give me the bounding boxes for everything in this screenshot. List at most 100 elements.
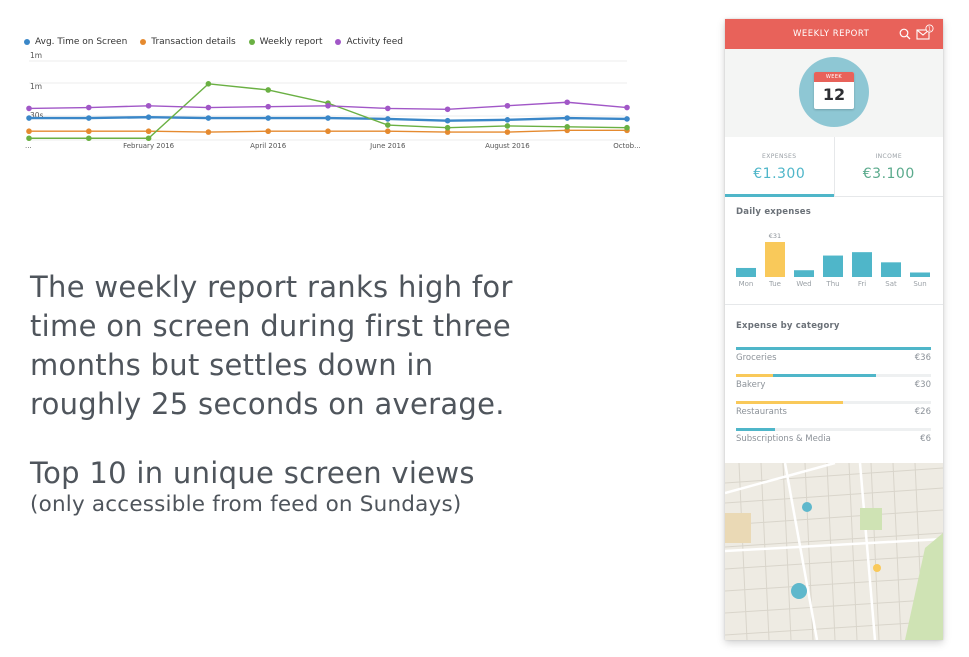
y-tick-label: 1m	[30, 51, 42, 60]
data-point[interactable]	[504, 117, 511, 123]
daily-bar[interactable]	[765, 242, 785, 277]
legend-label: Weekly report	[259, 37, 323, 47]
views-title: Top 10 in unique screen views	[30, 456, 475, 490]
data-point[interactable]	[504, 102, 511, 109]
plaza-area	[725, 513, 751, 543]
legend-item-weekly-report[interactable]: Weekly report	[248, 37, 323, 47]
category-name: Subscriptions & Media	[736, 434, 831, 444]
day-label: Sun	[913, 280, 926, 288]
data-point[interactable]	[265, 115, 272, 121]
data-point[interactable]	[265, 103, 272, 110]
data-point[interactable]	[145, 128, 152, 135]
week-hero: WEEK 12	[725, 49, 943, 137]
data-point[interactable]	[385, 116, 391, 122]
data-point[interactable]	[26, 135, 32, 142]
data-point[interactable]	[504, 129, 511, 135]
expense-location-map[interactable]	[725, 461, 943, 640]
data-point[interactable]	[86, 115, 92, 121]
daily-bar[interactable]	[794, 270, 814, 277]
data-point[interactable]	[86, 135, 92, 142]
legend-swatch	[248, 39, 255, 45]
daily-bar[interactable]	[736, 267, 756, 277]
data-point[interactable]	[145, 114, 152, 120]
data-point[interactable]	[145, 102, 152, 109]
category-name: Bakery	[736, 380, 766, 390]
map-marker[interactable]	[873, 564, 881, 572]
park-area	[860, 508, 882, 530]
category-amount: €6	[920, 434, 931, 444]
mail-badge-count: 1	[928, 26, 931, 32]
legend-label: Transaction details	[151, 37, 236, 47]
data-point[interactable]	[444, 117, 451, 124]
data-point[interactable]	[205, 115, 212, 121]
mail-icon[interactable]: 1	[916, 24, 934, 42]
map-marker[interactable]	[791, 583, 807, 599]
legend-swatch	[140, 39, 147, 45]
daily-expenses-title: Daily expenses	[736, 207, 811, 217]
expense-by-category-card: Expense by category Groceries €36 Bakery…	[725, 305, 943, 455]
expenses-value: €1.300	[753, 166, 806, 182]
daily-bar[interactable]	[910, 272, 930, 277]
calendar-icon: WEEK 12	[814, 72, 854, 109]
screen-title: WEEKLY REPORT	[793, 29, 870, 39]
daily-bar[interactable]	[823, 255, 843, 277]
data-point[interactable]	[325, 128, 331, 135]
category-title: Expense by category	[736, 321, 840, 331]
data-point[interactable]	[325, 102, 331, 109]
data-point[interactable]	[564, 124, 570, 130]
x-tick-label: Octob...	[613, 142, 641, 150]
insight-line-3: months but settles down in	[30, 348, 434, 382]
day-label: Tue	[768, 280, 781, 288]
data-point[interactable]	[325, 115, 331, 121]
data-point[interactable]	[624, 104, 630, 111]
x-tick-label: April 2016	[250, 142, 287, 150]
y-tick-label: 1m	[30, 82, 42, 91]
data-point[interactable]	[26, 105, 32, 112]
data-point[interactable]	[564, 115, 570, 121]
data-point[interactable]	[26, 115, 32, 121]
category-amount: €30	[914, 380, 931, 390]
data-point[interactable]	[205, 129, 212, 135]
data-point[interactable]	[26, 128, 32, 135]
tab-expenses[interactable]: EXPENSES €1.300	[725, 137, 834, 197]
data-point[interactable]	[385, 122, 391, 128]
data-point[interactable]	[385, 105, 391, 112]
insight-line-1: The weekly report ranks high for	[30, 270, 513, 304]
data-point[interactable]	[624, 124, 630, 131]
data-point[interactable]	[86, 128, 92, 135]
y-tick-label: 30s	[30, 111, 44, 120]
data-point[interactable]	[265, 87, 272, 93]
category-bar-secondary	[736, 374, 774, 377]
tab-income[interactable]: INCOME €3.100	[833, 137, 944, 196]
legend-item-avg-time[interactable]: Avg. Time on Screen	[24, 37, 127, 47]
daily-bar[interactable]	[881, 262, 901, 277]
data-point[interactable]	[564, 99, 570, 106]
legend-item-transaction-details[interactable]: Transaction details	[140, 37, 236, 47]
data-point[interactable]	[205, 104, 212, 111]
data-point[interactable]	[444, 129, 451, 135]
data-point[interactable]	[444, 124, 451, 131]
data-point[interactable]	[86, 104, 92, 111]
search-icon[interactable]	[898, 27, 912, 41]
data-point[interactable]	[385, 128, 391, 135]
daily-expenses-bar-chart: Mon Tue €31 Wed Thu Fri Sat Sun	[736, 232, 930, 288]
category-bar-primary	[736, 428, 775, 431]
category-track	[736, 428, 931, 431]
data-point[interactable]	[145, 135, 152, 142]
views-subtitle: (only accessible from feed on Sundays)	[30, 492, 462, 517]
data-point[interactable]	[444, 106, 451, 113]
data-point[interactable]	[265, 128, 272, 135]
data-point[interactable]	[624, 116, 630, 122]
x-tick-label: June 2016	[369, 142, 406, 150]
category-bar-secondary	[736, 401, 844, 404]
data-point[interactable]	[205, 81, 212, 87]
map-graphic	[725, 461, 943, 640]
active-tab-indicator	[725, 194, 834, 197]
category-bar-primary	[736, 347, 931, 350]
data-point[interactable]	[504, 123, 511, 129]
legend-item-activity-feed[interactable]: Activity feed	[335, 37, 403, 47]
map-marker[interactable]	[802, 502, 812, 512]
daily-bar[interactable]	[852, 252, 872, 277]
time-on-screen-chart: Avg. Time on Screen Transaction details …	[0, 0, 660, 170]
category-bar-primary	[736, 374, 877, 377]
